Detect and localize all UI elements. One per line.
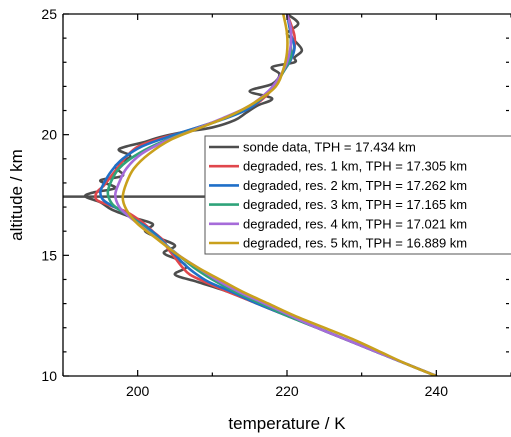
legend-label-0: sonde data, TPH = 17.434 km: [243, 140, 416, 155]
series-line-0: [83, 14, 438, 376]
y-tick-label: 25: [41, 6, 57, 22]
legend-label-5: degraded, res. 5 km, TPH = 16.889 km: [243, 236, 467, 251]
y-axis-label: altitude / km: [7, 149, 26, 241]
series-line-5: [121, 14, 438, 376]
legend-label-1: degraded, res. 1 km, TPH = 17.305 km: [243, 159, 467, 174]
y-tick-label: 15: [41, 247, 57, 263]
y-tick-label: 20: [41, 127, 57, 143]
series-line-4: [113, 14, 438, 376]
x-tick-label: 220: [275, 383, 299, 399]
y-tick-label: 10: [41, 368, 57, 384]
x-axis-label: temperature / K: [228, 414, 346, 433]
legend-label-4: degraded, res. 4 km, TPH = 17.021 km: [243, 216, 467, 231]
x-tick-label: 200: [126, 383, 150, 399]
x-tick-label: 240: [425, 383, 449, 399]
legend-box: [204, 135, 511, 255]
legend-label-3: degraded, res. 3 km, TPH = 17.165 km: [243, 197, 467, 212]
legend-label-2: degraded, res. 2 km, TPH = 17.262 km: [243, 178, 467, 193]
